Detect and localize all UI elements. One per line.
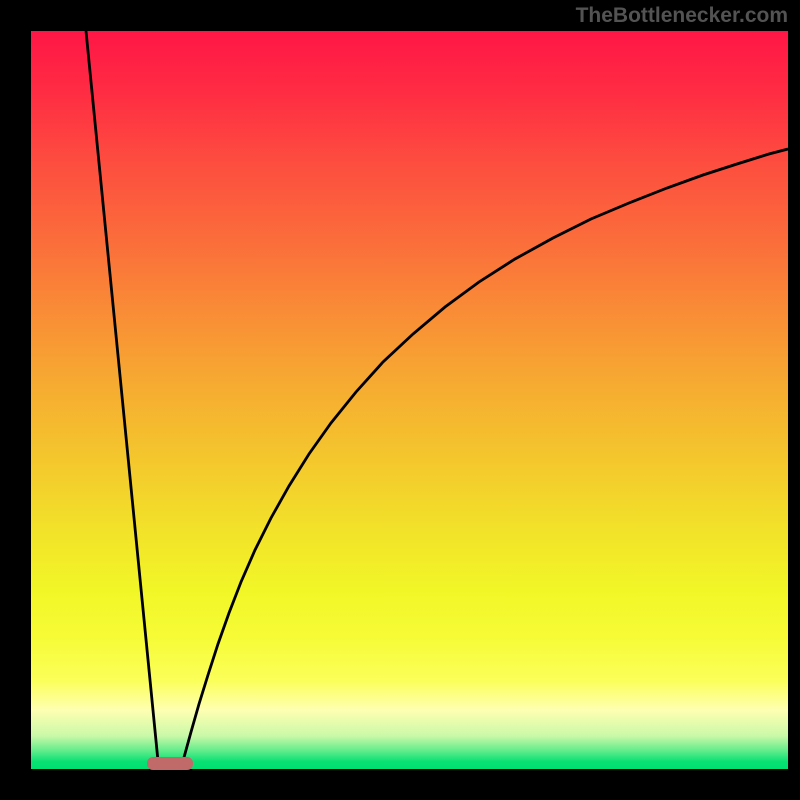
right-curve-line — [183, 149, 788, 761]
left-curve-line — [86, 31, 158, 761]
curve-overlay — [31, 31, 788, 769]
watermark-text: TheBottlenecker.com — [576, 4, 788, 28]
chart-container: TheBottlenecker.com — [0, 0, 800, 800]
optimum-marker — [147, 757, 193, 770]
plot-area — [31, 31, 788, 769]
